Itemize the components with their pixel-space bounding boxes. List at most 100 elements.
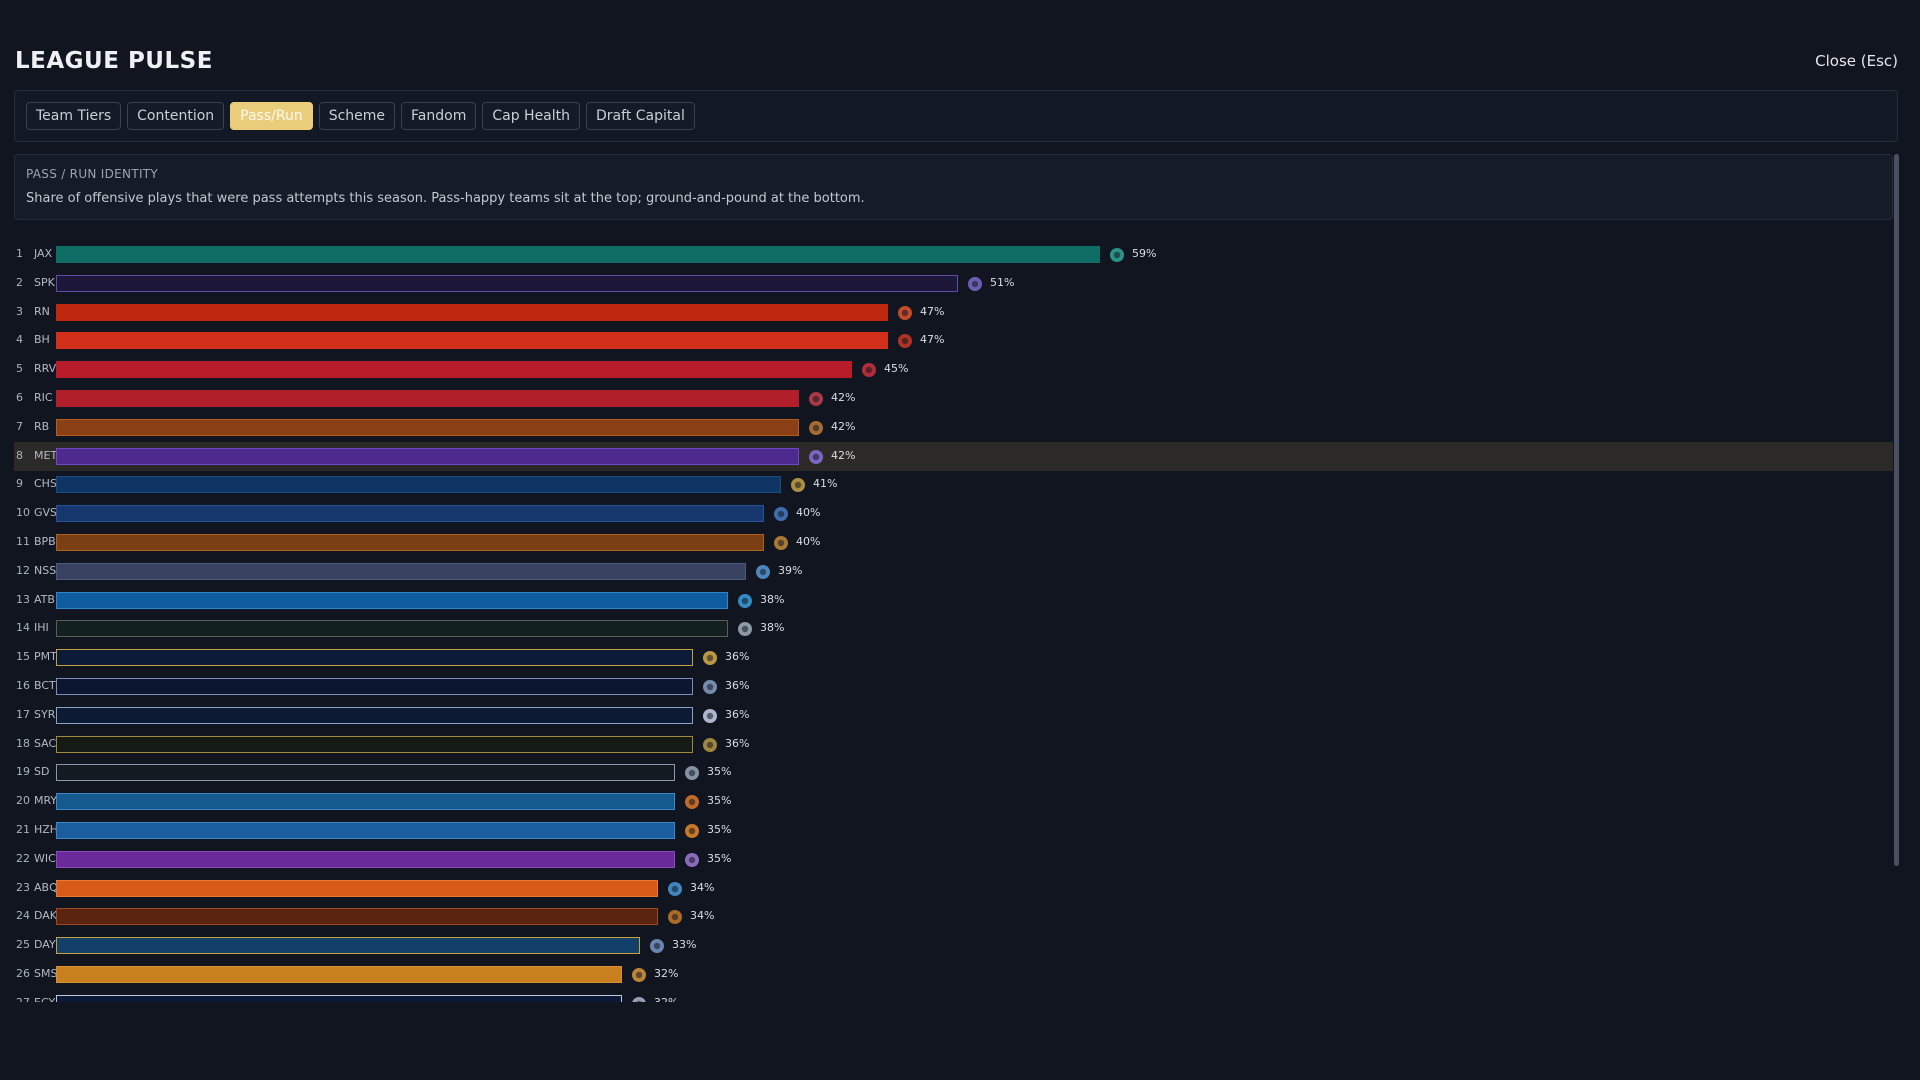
pass-pct-label: 47% (920, 304, 945, 318)
wing-logo-icon (647, 936, 667, 956)
pass-pct-label: 36% (725, 707, 750, 721)
scorpion-logo-icon (629, 965, 649, 985)
dragon-logo-icon (859, 360, 879, 380)
team-rank: 27 (16, 996, 30, 1002)
team-rank: 16 (16, 679, 30, 692)
info-panel: PASS / RUN IDENTITY Share of offensive p… (14, 154, 1893, 220)
bison-logo-icon (700, 735, 720, 755)
pass-pct-label: 40% (796, 506, 821, 520)
team-rank: 21 (16, 823, 30, 836)
pass-rate-bar (56, 303, 888, 321)
team-row[interactable]: 14 IHI 38% (14, 614, 1893, 643)
pass-rate-bar (56, 793, 675, 811)
team-abbr: MET (34, 448, 58, 462)
pass-rate-bar (56, 908, 658, 926)
team-abbr: SAC (34, 736, 57, 750)
spike-logo-icon (965, 274, 985, 294)
team-row[interactable]: 8 MET 42% (14, 441, 1893, 471)
tab-fandom[interactable]: Fandom (401, 102, 477, 130)
pass-pct-label: 42% (831, 448, 856, 462)
team-row[interactable]: 15 PMT 36% (14, 643, 1893, 672)
team-row[interactable]: 7 RB 42% (14, 413, 1893, 442)
pass-pct-label: 32% (654, 996, 678, 1002)
team-row[interactable]: 12 NSS 39% (14, 557, 1893, 586)
team-abbr: SYR (34, 707, 56, 721)
team-rank: 22 (16, 851, 30, 865)
pass-rate-bar (56, 649, 693, 667)
bear-logo-icon (806, 418, 826, 438)
flame-logo-icon (895, 303, 915, 323)
team-abbr: CHS (34, 477, 57, 491)
team-row[interactable]: 24 DAK 34% (14, 902, 1893, 931)
team-rank: 23 (16, 880, 30, 894)
team-abbr: MRY (34, 794, 58, 808)
team-abbr: PMT (34, 650, 57, 664)
tab-team-tiers[interactable]: Team Tiers (26, 102, 122, 130)
team-abbr: JAX (34, 247, 53, 260)
team-row[interactable]: 20 MRY 35% (14, 787, 1893, 816)
team-row[interactable]: 1 JAX 59% (14, 240, 1893, 269)
pass-rate-bar (56, 562, 746, 580)
team-abbr: NSS (34, 563, 57, 577)
team-row[interactable]: 16 BCT 36% (14, 672, 1893, 701)
pass-pct-label: 47% (920, 333, 945, 347)
team-row[interactable]: 17 SYR 36% (14, 701, 1893, 730)
team-row[interactable]: 10 GVS 40% (14, 499, 1893, 528)
team-abbr: DAY (34, 938, 56, 952)
tab-scheme[interactable]: Scheme (318, 102, 396, 130)
globe-logo-icon (629, 994, 649, 1002)
pass-rate-bar (56, 534, 764, 551)
team-row[interactable]: 6 RIC 42% (14, 384, 1893, 413)
close-button[interactable]: Close (Esc) (1815, 52, 1898, 70)
tab-contention[interactable]: Contention (127, 102, 225, 130)
team-row[interactable]: 3 RN 47% (14, 298, 1893, 327)
team-abbr: IHI (34, 621, 49, 635)
team-row[interactable]: 23 ABQ 34% (14, 874, 1893, 903)
pass-pct-label: 42% (831, 419, 856, 433)
team-row[interactable]: 4 BH 47% (14, 326, 1893, 355)
team-abbr: ATB (34, 592, 55, 606)
team-row[interactable]: 18 SAC 36% (14, 730, 1893, 759)
team-row[interactable]: 5 RRV 45% (14, 355, 1893, 384)
pass-run-chart[interactable]: 1 JAX 59% 2 SPK 51% 3 RN 47% 4 BH 47% 5 RRV 45% 6 RIC 42%… (14, 240, 1893, 1002)
team-abbr: RIC (34, 391, 53, 404)
pass-pct-label: 40% (796, 535, 821, 548)
scrollbar[interactable] (1894, 154, 1899, 866)
team-abbr: HZH (34, 823, 59, 836)
team-abbr: BCT (34, 679, 56, 692)
team-row[interactable]: 26 SMS 32% (14, 960, 1893, 989)
team-rank: 4 (16, 333, 23, 347)
pass-rate-bar (56, 966, 622, 983)
wolf-logo-icon (700, 706, 720, 726)
tab-cap-health[interactable]: Cap Health (482, 102, 581, 130)
team-rank: 5 (16, 362, 23, 376)
pass-pct-label: 35% (707, 794, 732, 808)
pass-pct-label: 41% (813, 477, 838, 491)
team-row[interactable]: 11 BPB 40% (14, 528, 1893, 557)
tab-draft-capital[interactable]: Draft Capital (586, 102, 695, 130)
team-row[interactable]: 2 SPK 51% (14, 269, 1893, 298)
team-abbr: SPK (34, 275, 55, 289)
team-row[interactable]: 25 DAY 33% (14, 931, 1893, 960)
team-rank: 12 (16, 563, 30, 577)
team-row[interactable]: 21 HZH 35% (14, 816, 1893, 845)
tab-bar: Team Tiers Contention Pass/Run Scheme Fandom… (26, 102, 695, 130)
team-row[interactable]: 9 CHS 41% (14, 470, 1893, 499)
team-row[interactable]: 13 ATB 38% (14, 586, 1893, 615)
team-row[interactable]: 27 ECY 32% (14, 989, 1893, 1002)
team-rank: 13 (16, 592, 30, 606)
team-abbr: BH (34, 333, 50, 347)
badge-logo-icon (700, 648, 720, 668)
team-rank: 6 (16, 391, 23, 404)
team-rank: 14 (16, 621, 30, 635)
team-row[interactable]: 19 SD 35% (14, 758, 1893, 787)
pass-rate-bar (56, 764, 675, 782)
team-rank: 15 (16, 650, 30, 664)
team-abbr: BPB (34, 535, 56, 548)
tab-pass-run[interactable]: Pass/Run (230, 102, 313, 130)
team-rank: 8 (16, 448, 23, 462)
pass-pct-label: 59% (1132, 247, 1157, 260)
balloon-logo-icon (665, 879, 685, 899)
team-row[interactable]: 22 WIC 35% (14, 845, 1893, 874)
team-rank: 7 (16, 419, 23, 433)
